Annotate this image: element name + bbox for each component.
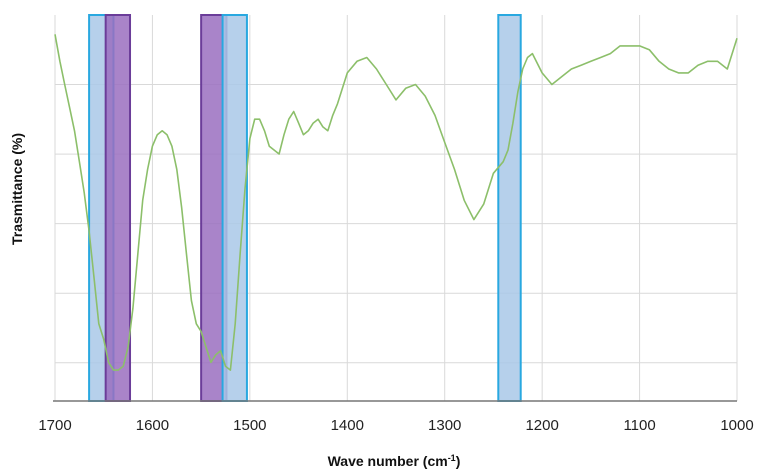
x-tick-label: 1000 — [720, 417, 753, 434]
grid — [54, 15, 738, 401]
x-tick-label: 1400 — [331, 417, 364, 434]
x-axis-title: Wave number (cm-1) — [328, 453, 461, 469]
highlight-band — [104, 14, 132, 402]
x-tick-label: 1700 — [38, 417, 71, 434]
x-tick-label: 1100 — [623, 417, 655, 434]
x-tick-labels: 1700 1600 1500 1400 1300 1200 1100 1000 — [38, 417, 753, 434]
x-tick-label: 1600 — [136, 417, 169, 434]
x-tick-label: 1300 — [428, 417, 461, 434]
x-tick-label: 1200 — [525, 417, 558, 434]
series-layer — [54, 34, 738, 371]
spectrum-line — [54, 34, 738, 371]
x-tick-label: 1500 — [233, 417, 266, 434]
highlight-bands — [88, 14, 522, 402]
highlight-band — [497, 14, 522, 402]
y-axis-title: Trasmittance (%) — [9, 133, 25, 245]
